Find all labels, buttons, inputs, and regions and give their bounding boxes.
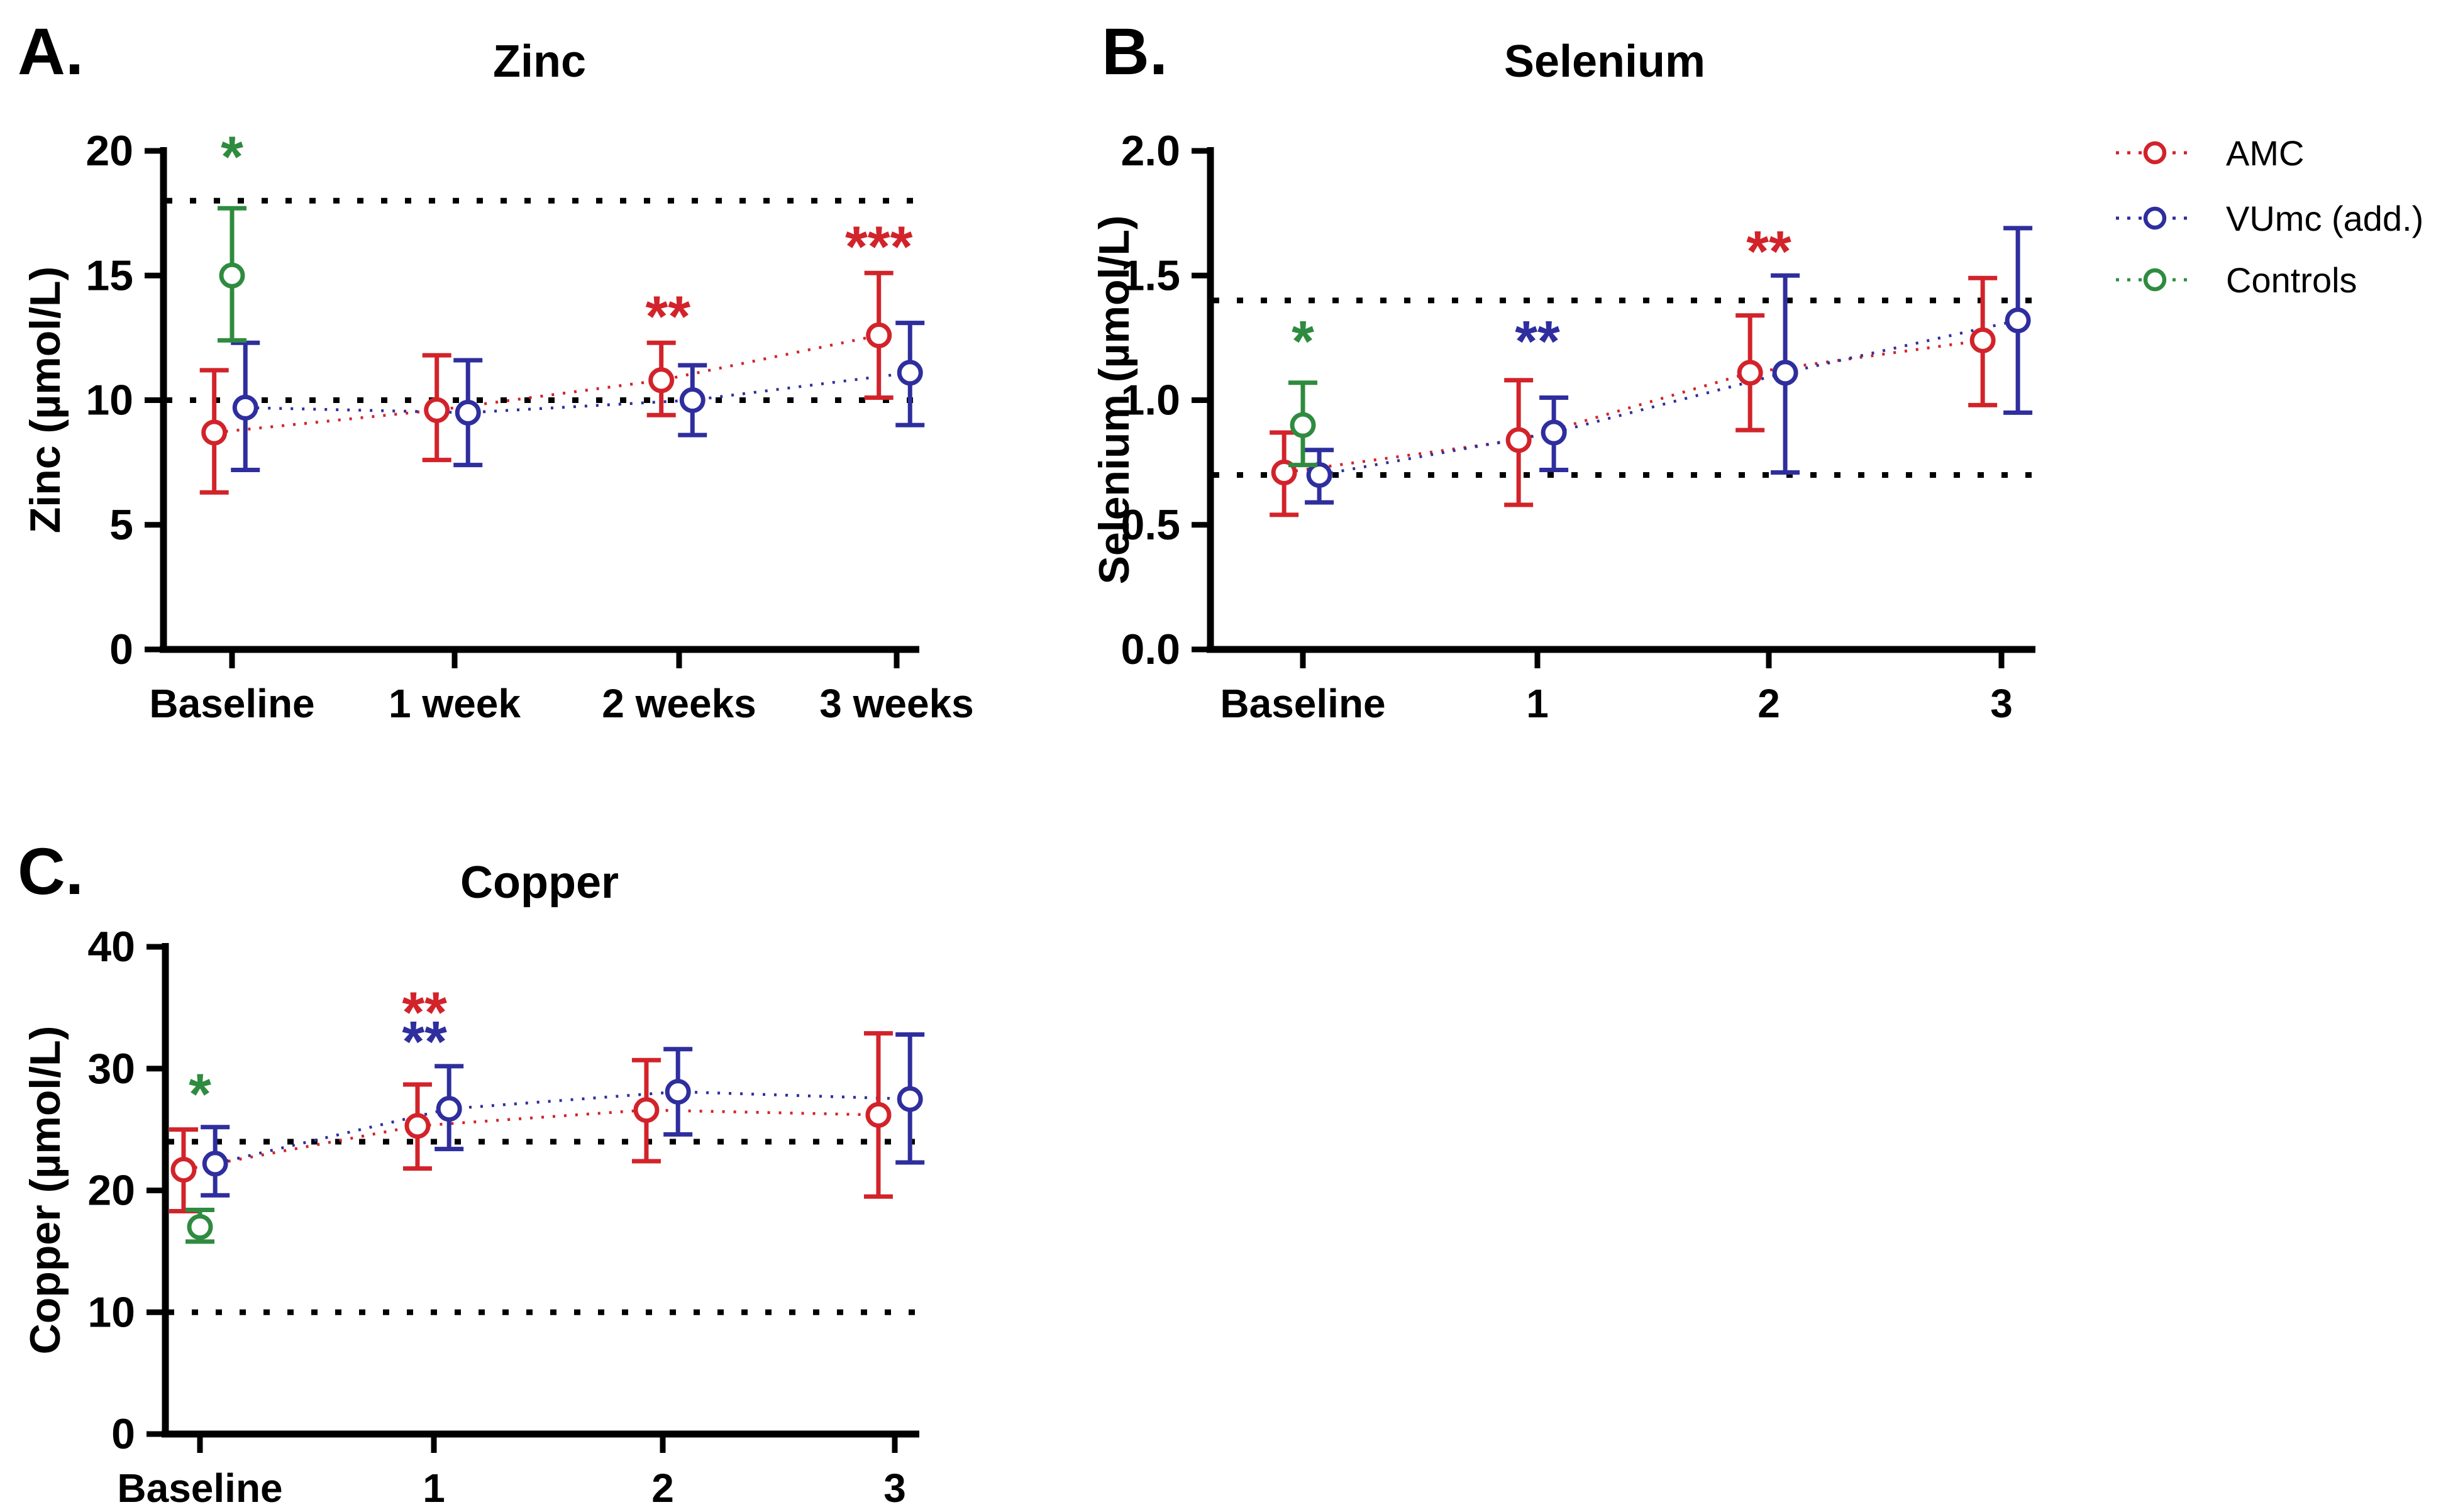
data-point-marker — [648, 367, 675, 394]
chart-title: Copper — [460, 858, 619, 908]
y-tick-label: 20 — [86, 127, 133, 175]
y-tick-label: 1.0 — [1121, 377, 1180, 424]
data-point-marker — [665, 1079, 691, 1105]
y-axis-title: Zinc (µmol/L) — [21, 267, 69, 533]
significance-asterisk: * — [221, 125, 243, 189]
x-tick-label: 2 — [1757, 681, 1780, 726]
significance-asterisk: ** — [1746, 220, 1791, 284]
data-point-marker — [202, 1151, 228, 1177]
legend-label: Controls — [2226, 260, 2357, 300]
x-tick-label: 3 — [1990, 681, 2013, 726]
data-point-marker — [1772, 360, 1798, 386]
panel-letter: C. — [18, 835, 84, 908]
trend-line — [183, 1108, 879, 1171]
y-tick-label: 0 — [109, 626, 133, 673]
panel-selenium: B. Selenium Selenium (µmol/L) 0.0 0.5 1.0 1.5 2… — [1090, 15, 2035, 726]
y-tick-label: 2.0 — [1121, 127, 1180, 175]
x-tick-label: 3 — [883, 1465, 906, 1509]
x-tick-label: Baseline — [149, 681, 314, 726]
y-tick-label: 15 — [86, 251, 133, 299]
data-point-marker — [232, 394, 258, 421]
y-tick-label: 0.5 — [1121, 501, 1180, 549]
y-tick-label: 1.5 — [1121, 251, 1180, 299]
chart-title: Zinc — [493, 36, 586, 87]
legend-label: AMC — [2226, 133, 2304, 173]
significance-asterisk: *** — [845, 215, 913, 279]
trend-line — [214, 1090, 910, 1166]
x-tick-label: 2 — [651, 1465, 674, 1509]
panel-zinc: A. Zinc Zinc (µmol/L) 0 5 10 15 20 Baseline 1 wee… — [18, 15, 974, 726]
trend-line — [245, 371, 910, 414]
x-tick-label: Baseline — [1220, 681, 1385, 726]
y-tick-label: 10 — [87, 1288, 135, 1336]
data-point-marker — [424, 397, 450, 423]
trend-line — [1319, 319, 2018, 477]
x-tick-label: 1 — [423, 1465, 445, 1509]
legend-label: VUmc (add.) — [2226, 199, 2423, 238]
significance-asterisk: * — [189, 1062, 211, 1127]
y-axis-title: Selenium (µmol/L) — [1090, 216, 1138, 585]
legend: AMC VUmc (add.) Controls — [2116, 133, 2423, 300]
x-tick-label: 2 weeks — [602, 681, 756, 726]
legend-marker — [2143, 268, 2167, 292]
data-point-marker — [455, 399, 481, 426]
significance-asterisk: ** — [402, 981, 447, 1045]
y-tick-label: 0 — [111, 1410, 135, 1458]
y-tick-label: 10 — [86, 377, 133, 424]
data-point-marker — [1290, 412, 1316, 438]
data-point-marker — [436, 1096, 462, 1122]
data-point-marker — [2005, 307, 2031, 334]
data-point-marker — [1306, 461, 1332, 488]
data-point-marker — [679, 387, 706, 413]
data-point-marker — [170, 1157, 197, 1183]
y-tick-label: 20 — [87, 1167, 135, 1215]
data-point-marker — [1505, 427, 1532, 453]
x-tick-label: Baseline — [117, 1465, 282, 1509]
x-tick-label: 3 weeks — [819, 681, 974, 726]
data-point-marker — [897, 360, 923, 386]
y-tick-label: 40 — [87, 923, 135, 971]
chart-title: Selenium — [1504, 36, 1705, 87]
data-point-marker — [865, 1101, 892, 1128]
significance-asterisk: ** — [645, 285, 690, 349]
data-point-marker — [201, 419, 228, 446]
legend-marker — [2143, 141, 2167, 165]
data-point-marker — [866, 322, 892, 348]
significance-asterisk: ** — [1515, 309, 1560, 373]
data-point-marker — [1969, 327, 1996, 353]
data-point-marker — [1737, 360, 1763, 386]
legend-marker — [2143, 206, 2167, 230]
trend-line — [214, 334, 880, 434]
data-point-marker — [633, 1097, 660, 1123]
panel-copper: C. Copper Copper (µmol/L) 0 10 20 30 40 Baseline… — [18, 835, 925, 1511]
x-tick-label: 1 — [1526, 681, 1549, 726]
significance-asterisk: ** — [402, 1010, 447, 1074]
significance-asterisk: * — [1292, 309, 1314, 373]
data-point-marker — [187, 1214, 213, 1240]
y-tick-label: 0.0 — [1121, 626, 1180, 673]
data-point-marker — [1541, 419, 1567, 446]
y-axis-title: Copper (µmol/L) — [21, 1026, 69, 1355]
data-point-marker — [897, 1086, 923, 1112]
panel-letter: B. — [1102, 15, 1168, 89]
data-point-marker — [219, 262, 245, 289]
trend-line — [1283, 339, 1983, 474]
x-tick-label: 1 week — [389, 681, 521, 726]
y-tick-label: 30 — [87, 1045, 135, 1093]
y-tick-label: 5 — [109, 501, 133, 549]
data-point-marker — [404, 1113, 431, 1139]
panel-letter: A. — [18, 15, 84, 89]
